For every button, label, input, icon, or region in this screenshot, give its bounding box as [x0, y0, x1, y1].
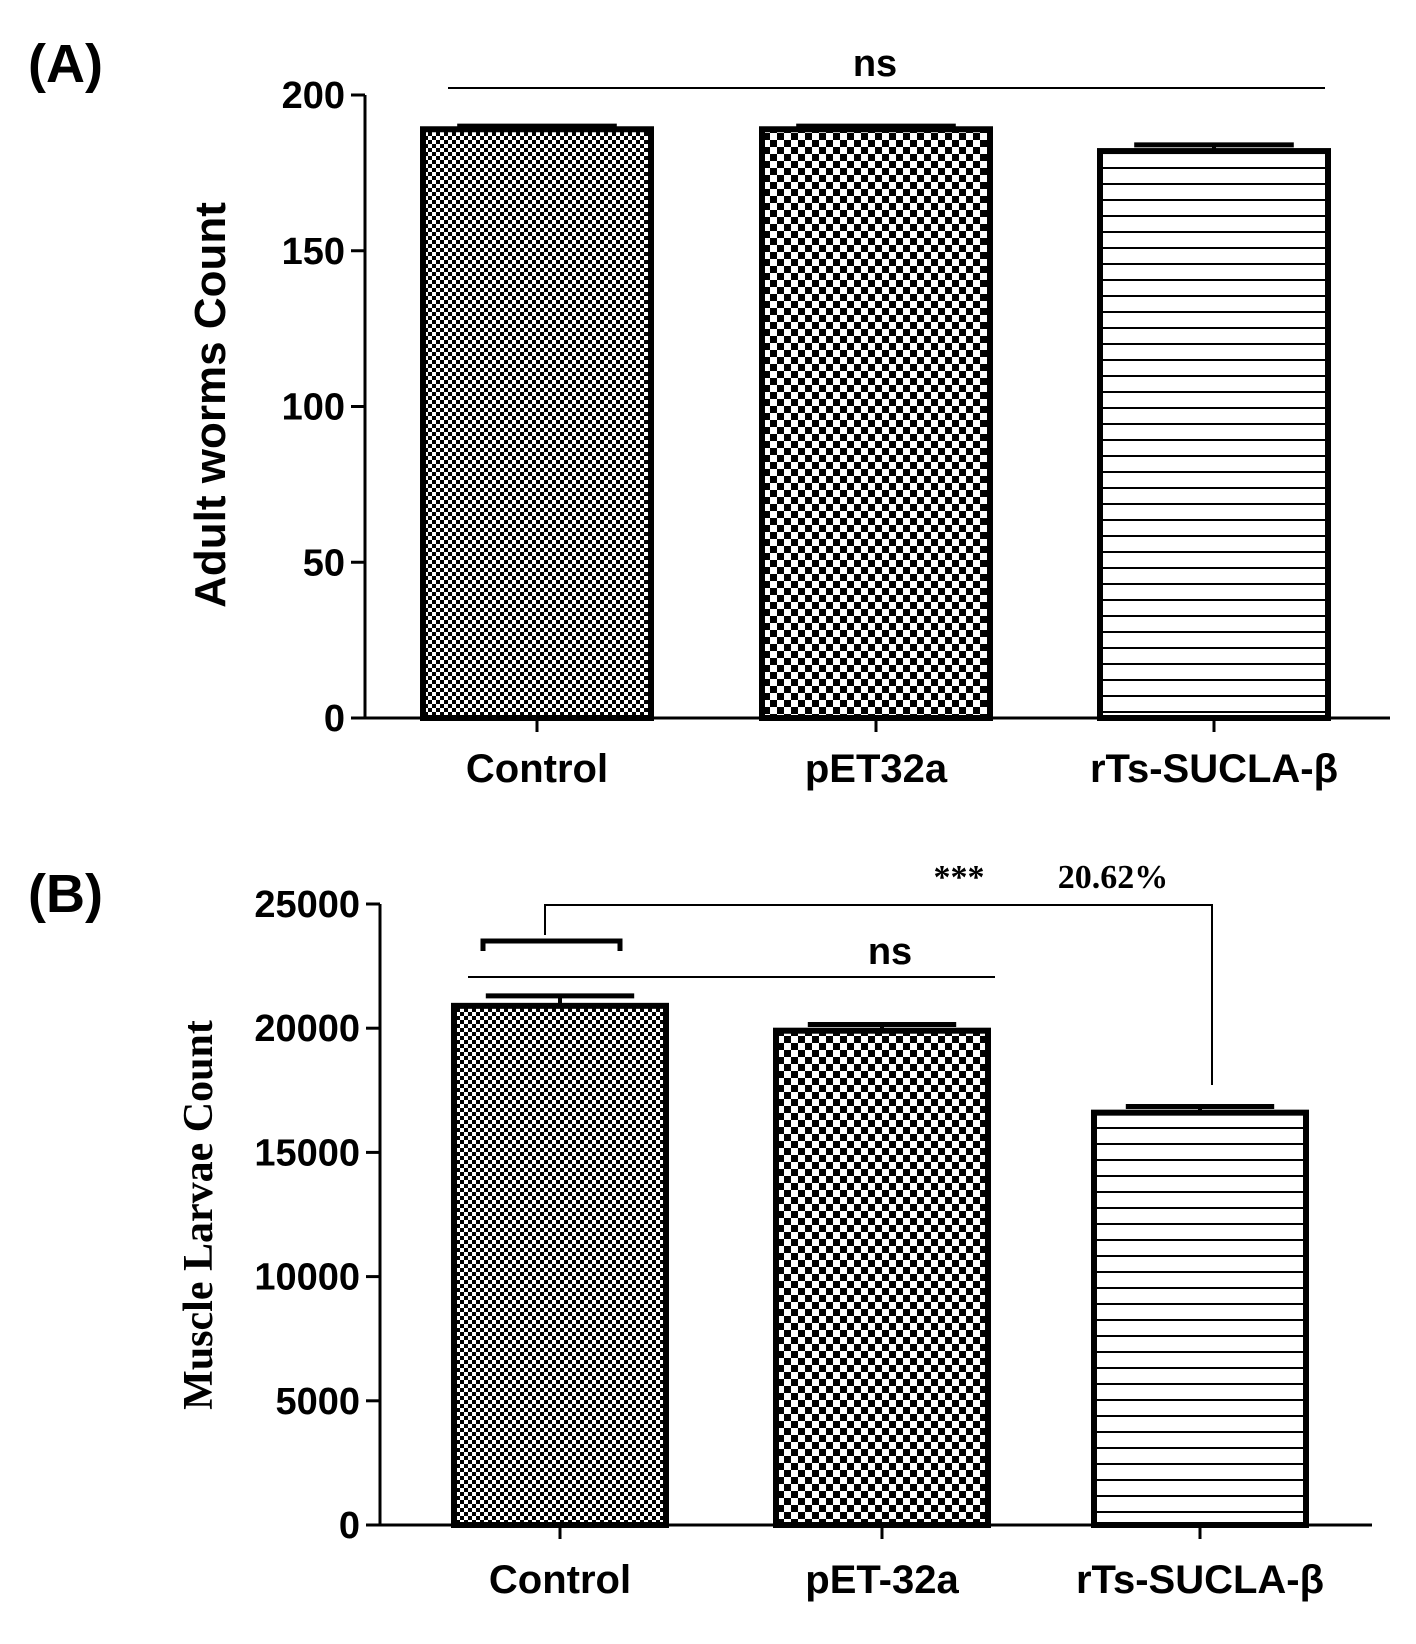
panel-a-y-tick-label: 200 [282, 75, 345, 117]
panel-b-y-tick-label: 25000 [254, 884, 360, 926]
panel-b-y-tick-label: 10000 [254, 1257, 360, 1299]
panel-a-y-axis-label: Adult worms Count [186, 202, 235, 608]
panel-b-x-tick-label: Control [489, 1558, 631, 1602]
panel-b-y-tick-label: 15000 [254, 1132, 360, 1174]
panel-b-y-tick-label: 5000 [275, 1381, 360, 1423]
panel-a-bars [420, 123, 1331, 721]
panel-a-label: (A) [28, 34, 103, 94]
panel-b-y-axis-label: Muscle Larvae Count [176, 1020, 222, 1410]
panel-b-annotations: ns *** 20.62% [468, 859, 1213, 1085]
panel-a-x-ticks: Control pET32a rTs-SUCLA-β [466, 718, 1338, 791]
panel-b-bars [451, 993, 1309, 1528]
panel-b-y-tick-label: 20000 [254, 1008, 360, 1050]
panel-a-x-tick-label: pET32a [805, 747, 948, 791]
panel-a-y-tick-label: 0 [324, 698, 345, 740]
panel-b-y-tick-label: 0 [339, 1505, 360, 1547]
panel-b-bar-2 [773, 1027, 991, 1528]
panel-b-significance-stars: *** [934, 859, 985, 896]
panel-b-ns-label: ns [868, 931, 912, 973]
panel-a-y-ticks: 0 50 100 150 200 [282, 75, 365, 740]
panel-a-bar-1 [420, 126, 654, 721]
panel-a-chart: (A) Adult worms Count 0 50 100 150 200 Contr… [28, 34, 1390, 791]
panel-a-bar-2 [759, 126, 993, 721]
panel-b-percent-label: 20.62% [1058, 859, 1169, 896]
panel-b-x-ticks: Control pET-32a rTs-SUCLA-β [489, 1525, 1324, 1602]
panel-a-y-tick-label: 150 [282, 231, 345, 273]
panel-b-chart: (B) Muscle Larvae Count 0 5000 10000 15000 2… [28, 859, 1372, 1602]
panel-b-y-ticks: 0 5000 10000 15000 20000 25000 [254, 884, 380, 1547]
panel-a-ns-label: ns [853, 43, 897, 85]
panel-a-x-tick-label: Control [466, 747, 608, 791]
panel-b-x-tick-label: pET-32a [805, 1558, 959, 1602]
panel-a-y-tick-label: 100 [282, 387, 345, 429]
panel-b-significance-bracket [544, 904, 1213, 1085]
panel-a-y-tick-label: 50 [303, 542, 345, 584]
panel-b-bar-1 [451, 1002, 669, 1528]
panel-b-control-cap [480, 938, 623, 951]
panel-b-x-tick-label: rTs-SUCLA-β [1076, 1558, 1324, 1602]
panel-a-bar-3 [1097, 148, 1331, 721]
panel-a-annotations: ns [448, 43, 1325, 89]
panel-b-bar-3 [1091, 1109, 1309, 1528]
panel-b-label: (B) [28, 864, 103, 924]
panel-a-x-tick-label: rTs-SUCLA-β [1090, 747, 1338, 791]
